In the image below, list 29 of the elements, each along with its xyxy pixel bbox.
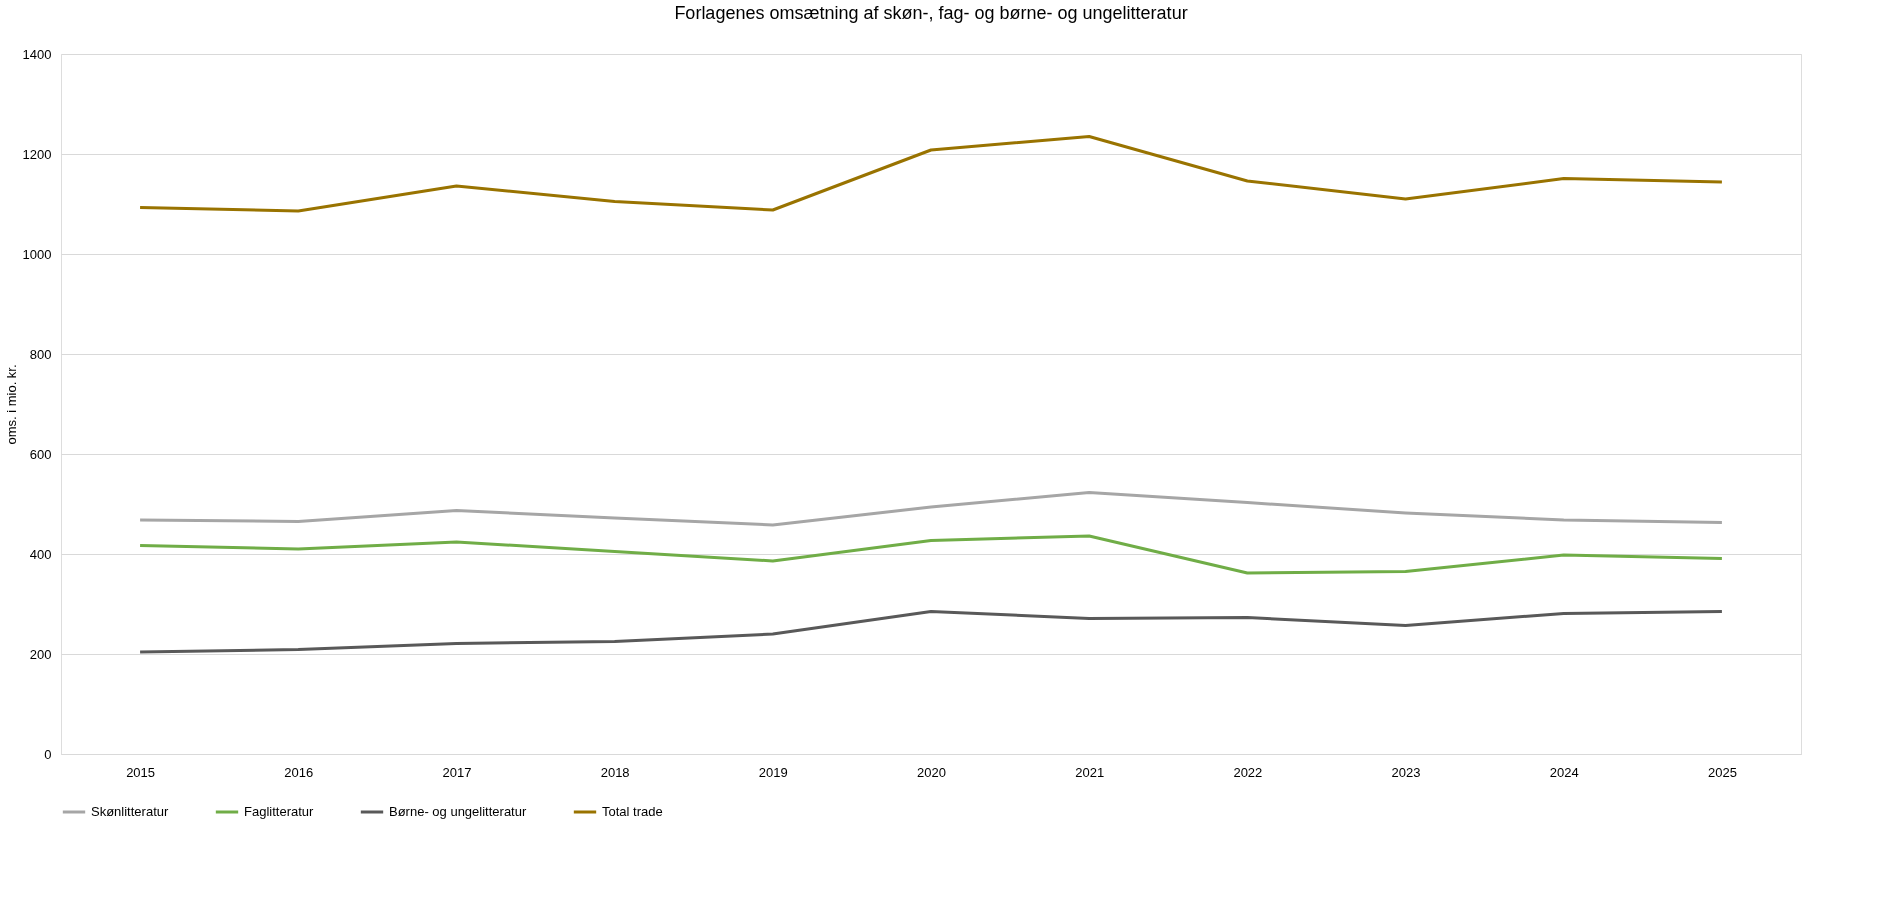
line-series xyxy=(138,135,1724,213)
y-tick-label: 1400 xyxy=(22,46,52,62)
line-series xyxy=(138,534,1724,575)
x-tick-label: 2019 xyxy=(758,764,788,780)
legend-label: Børne- og ungelitteratur xyxy=(389,804,527,819)
x-tick-label: 2015 xyxy=(126,764,156,780)
line-series xyxy=(138,491,1724,527)
x-tick-label: 2016 xyxy=(284,764,314,780)
y-tick-label: 0 xyxy=(44,746,52,762)
x-tick-label: 2023 xyxy=(1391,764,1421,780)
legend-label: Faglitteratur xyxy=(244,804,315,819)
chart-title: Forlagenes omsætning af skøn-, fag- og børne- og ungelitteratur xyxy=(674,3,1188,23)
x-tick-label: 2022 xyxy=(1233,764,1263,780)
legend-label: Skønlitteratur xyxy=(91,804,169,819)
x-tick-label: 2024 xyxy=(1549,764,1579,780)
y-tick-label: 400 xyxy=(29,546,52,562)
line-series xyxy=(138,610,1724,654)
y-tick-label: 1000 xyxy=(22,246,52,262)
y-tick-label: 800 xyxy=(29,346,52,362)
x-tick-label: 2018 xyxy=(600,764,630,780)
x-tick-label: 2021 xyxy=(1075,764,1105,780)
x-tick-label: 2025 xyxy=(1707,764,1737,780)
y-axis-title: oms. i mio. kr. xyxy=(3,364,19,445)
legend-label: Total trade xyxy=(602,804,663,819)
y-tick-label: 600 xyxy=(29,446,52,462)
y-tick-label: 200 xyxy=(29,646,52,662)
x-tick-label: 2020 xyxy=(917,764,946,780)
x-tick-label: 2017 xyxy=(442,764,472,780)
y-tick-label: 1200 xyxy=(22,146,52,162)
